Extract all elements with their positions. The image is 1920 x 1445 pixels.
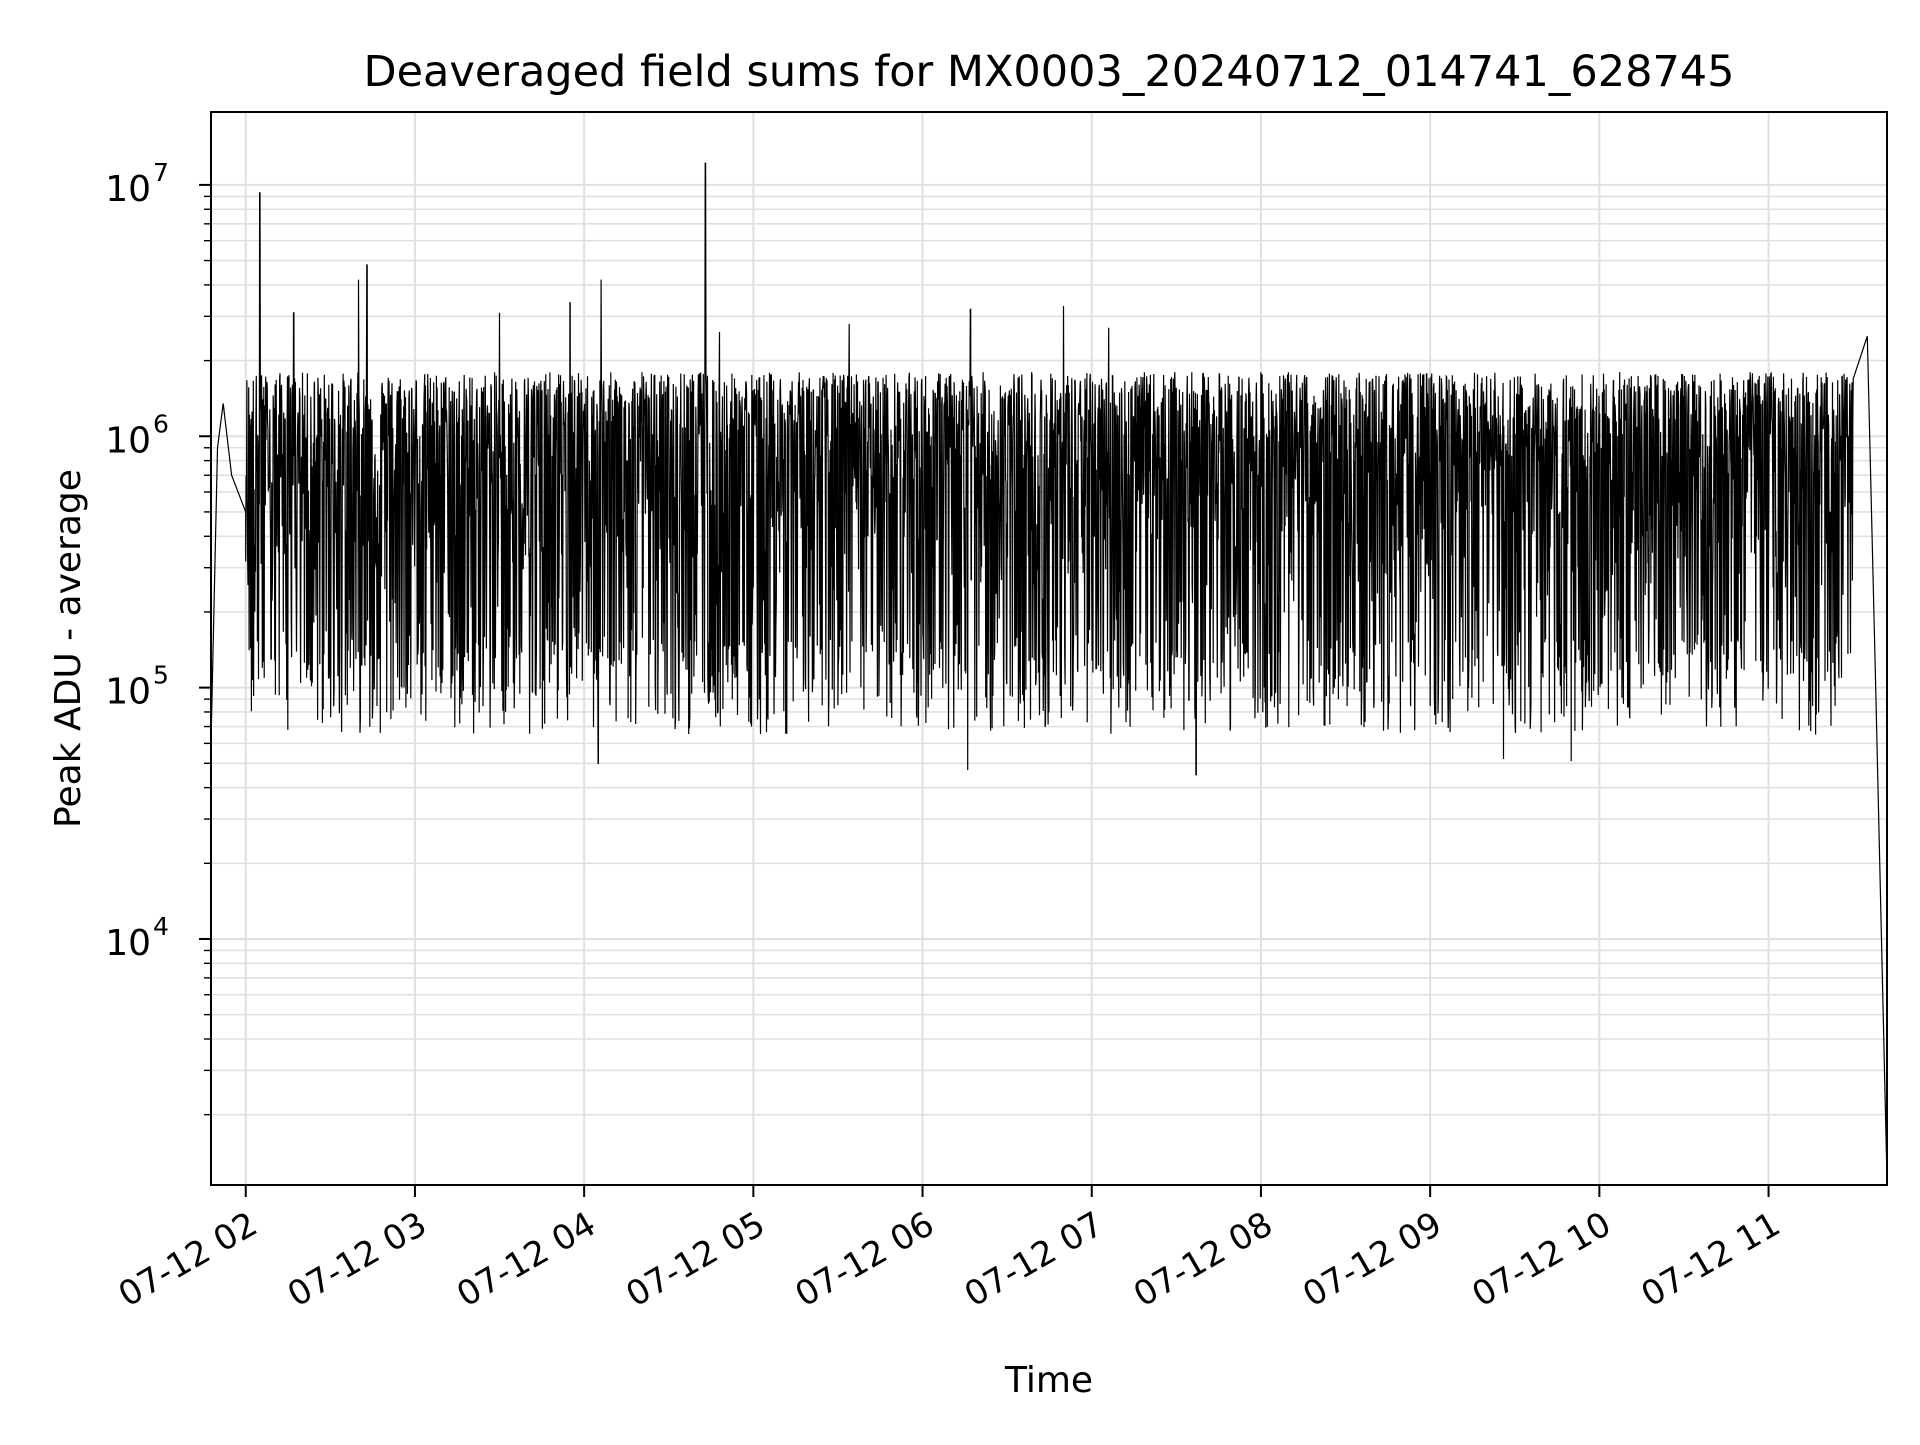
x-axis-label: Time bbox=[1004, 1360, 1093, 1401]
y-axis-label: Peak ADU - average bbox=[48, 469, 89, 828]
series-line bbox=[211, 162, 1887, 1180]
y-tick-exponent: 7 bbox=[153, 158, 169, 187]
y-tick-exponent: 6 bbox=[153, 409, 169, 438]
chart-title: Deaveraged field sums for MX0003_2024071… bbox=[363, 47, 1734, 97]
y-tick-exponent: 4 bbox=[153, 912, 169, 941]
plot-area bbox=[211, 162, 1887, 1180]
y-tick-label: 10 bbox=[105, 169, 151, 210]
y-tick-label: 10 bbox=[105, 923, 151, 964]
plot-frame bbox=[210, 111, 1888, 1186]
y-tick-label: 10 bbox=[105, 420, 151, 461]
y-tick-exponent: 5 bbox=[153, 661, 169, 690]
y-tick-label: 10 bbox=[105, 672, 151, 713]
